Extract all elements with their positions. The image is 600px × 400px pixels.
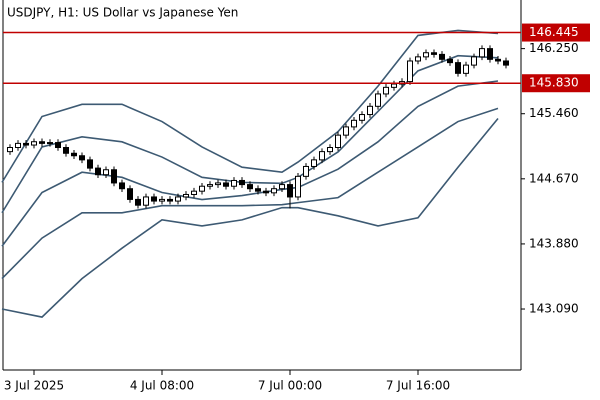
candle-body (239, 179, 245, 186)
candle-body (31, 141, 37, 146)
candle-body (191, 190, 197, 195)
bollinger-band (1, 117, 499, 318)
price-level-label: 145.830 (529, 76, 579, 90)
candle-body (455, 62, 461, 74)
candle-body (71, 152, 77, 157)
candle-body (407, 60, 413, 83)
price-level-tag (522, 23, 590, 42)
candle-body (359, 114, 365, 121)
chart-title: USDJPY, H1: US Dollar vs Japanese Yen (7, 6, 238, 20)
candle-body (287, 184, 293, 198)
candle-body (39, 141, 45, 144)
candle-body (23, 142, 29, 146)
candle-body (127, 188, 133, 200)
candle-body (247, 184, 253, 190)
candle-body (303, 165, 309, 177)
candle-body (423, 52, 429, 58)
candle-body (175, 196, 181, 202)
candle-body (135, 198, 141, 206)
candle-body (383, 86, 389, 95)
candle-body (487, 48, 493, 60)
candle-body (295, 175, 301, 198)
candle-body (183, 193, 189, 198)
bollinger-band (1, 29, 499, 183)
candle-body (471, 56, 477, 66)
candle-body (319, 151, 325, 161)
y-tick-label: 143.880 (529, 236, 579, 250)
candle-body (111, 169, 117, 184)
price-level-label: 146.445 (529, 25, 579, 39)
candle-body (159, 198, 165, 202)
candle-body (503, 60, 509, 66)
y-tick-label: 143.090 (529, 302, 579, 316)
candle-body (279, 184, 285, 190)
candle-body (335, 134, 341, 149)
candle-body (311, 159, 317, 167)
candle-body (87, 159, 93, 169)
candle-body (415, 56, 421, 62)
candle-body (119, 182, 125, 190)
candle-body (63, 147, 69, 154)
candle-body (431, 52, 437, 55)
candle-body (439, 53, 445, 60)
candle-body (47, 142, 53, 145)
bollinger-band (1, 107, 499, 280)
candle-body (447, 58, 453, 64)
candle-body (95, 167, 101, 176)
candle-body (351, 119, 357, 128)
candle-body (391, 83, 397, 88)
candle-body (143, 196, 149, 206)
candle-body (327, 147, 333, 153)
y-tick-label: 146.250 (529, 41, 579, 55)
candle-body (343, 126, 349, 136)
candle-body (79, 155, 85, 161)
x-tick-label: 4 Jul 08:00 (130, 379, 194, 393)
y-tick-label: 145.460 (529, 106, 579, 120)
candle-body (103, 169, 109, 176)
candle-body (167, 198, 173, 202)
candle-body (199, 185, 205, 192)
candle-body (7, 147, 13, 153)
candle-body (207, 184, 213, 187)
candle-body (375, 93, 381, 107)
candle-body (15, 142, 21, 149)
x-tick-label: 7 Jul 00:00 (258, 379, 322, 393)
x-tick-label: 7 Jul 16:00 (386, 379, 450, 393)
candle-body (231, 179, 237, 187)
candle-body (223, 182, 229, 187)
candle-body (271, 188, 277, 194)
candle-body (463, 64, 469, 74)
candle-body (55, 142, 61, 149)
candle-body (367, 105, 373, 116)
candle-body (215, 182, 221, 186)
price-level-tag (522, 74, 590, 93)
y-tick-label: 144.670 (529, 171, 579, 185)
candle-body (151, 196, 157, 202)
bollinger-band (1, 80, 499, 247)
candle-body (495, 58, 501, 62)
x-tick-label: 3 Jul 2025 (4, 379, 64, 393)
candle-body (479, 48, 485, 58)
candle-body (263, 190, 269, 194)
candle-body (255, 188, 261, 192)
